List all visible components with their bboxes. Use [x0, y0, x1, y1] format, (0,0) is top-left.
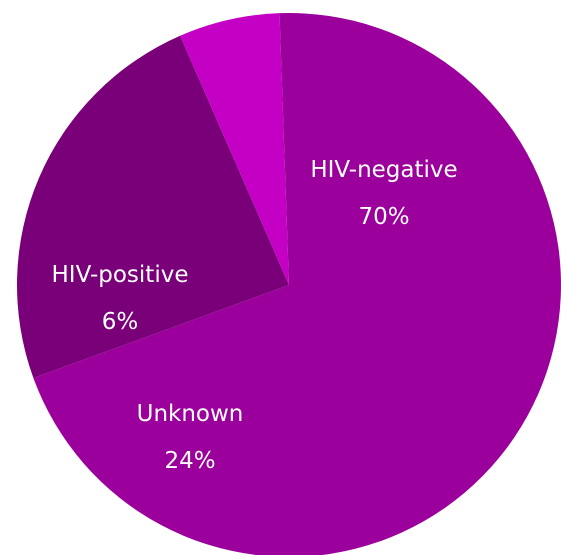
slice-labels: HIV-negative 70% Unknown 24% HIV-positive 6% [52, 157, 458, 474]
pie-slice-unknown [16, 35, 289, 379]
pie-slice-hiv-positive [180, 13, 289, 285]
slice-label-value: 6% [102, 309, 139, 335]
slice-label-hiv-negative: HIV-negative 70% [310, 157, 457, 230]
slice-label-value: 24% [164, 448, 215, 474]
slice-label-hiv-positive: HIV-positive 6% [52, 262, 189, 335]
slices [16, 13, 561, 555]
slice-label-name: HIV-negative [310, 157, 457, 183]
slice-label-name: Unknown [137, 401, 244, 427]
slice-label-name: HIV-positive [52, 262, 189, 288]
pie-slice-hiv-negative [33, 13, 561, 555]
slice-label-value: 70% [358, 204, 409, 230]
slice-label-unknown: Unknown 24% [137, 401, 244, 474]
